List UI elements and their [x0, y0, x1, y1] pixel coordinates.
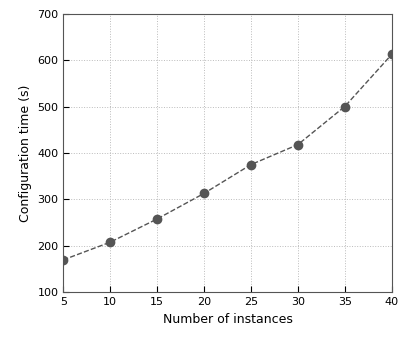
Y-axis label: Configuration time (s): Configuration time (s)	[19, 84, 32, 222]
X-axis label: Number of instances: Number of instances	[162, 313, 293, 326]
